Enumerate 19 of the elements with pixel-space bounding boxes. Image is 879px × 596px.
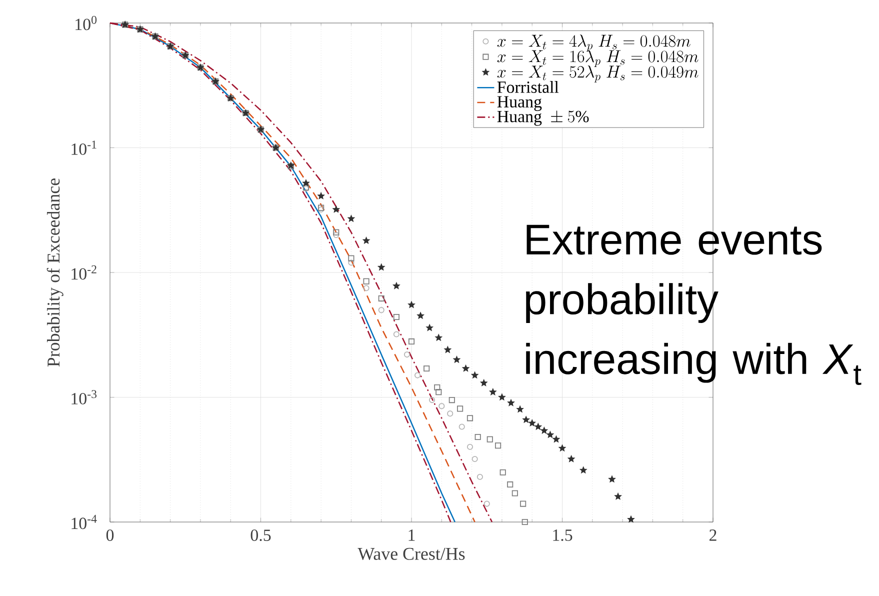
y-tick-label: 10$^{-1}$	[72, 140, 96, 155]
legend-label: $\mathrm{Forristall}$	[497, 81, 559, 93]
x-tick-label: 2	[710, 530, 716, 541]
y-tick-label: 10$^{-4}$	[72, 514, 97, 530]
y-tick-label: 10$^{-2}$	[72, 265, 96, 280]
legend-label: $x = X_t = 16\lambda_p \; H_s = 0.048m$	[497, 50, 698, 67]
y-tick-label: 10$^{-3}$	[72, 390, 97, 404]
x-tick-label: 0.5	[250, 530, 271, 542]
legend-label: $x = X_t = 4\lambda_p \; H_s = 0.048m$	[497, 34, 690, 52]
x-tick-label: 0	[106, 530, 114, 541]
x-axis-title: Wave Crest/Hs	[358, 548, 465, 560]
y-axis-title: Probability of Exceedance	[46, 178, 64, 367]
legend-label: $\mathrm{Huang}$	[497, 96, 542, 111]
legend-label: $\mathrm{Huang}\ \pm 5\%$	[497, 110, 589, 126]
y-tick-label: 10$^{0}$	[76, 16, 97, 30]
annotation: Extreme events probability increasing with X$_{t}$	[526, 224, 862, 385]
x-tick-label: 1	[408, 530, 415, 541]
x-tick-label: 1.5	[553, 530, 572, 541]
legend-label: $x = X_t = 52\lambda_p \; H_s = 0.049m$	[497, 66, 698, 82]
